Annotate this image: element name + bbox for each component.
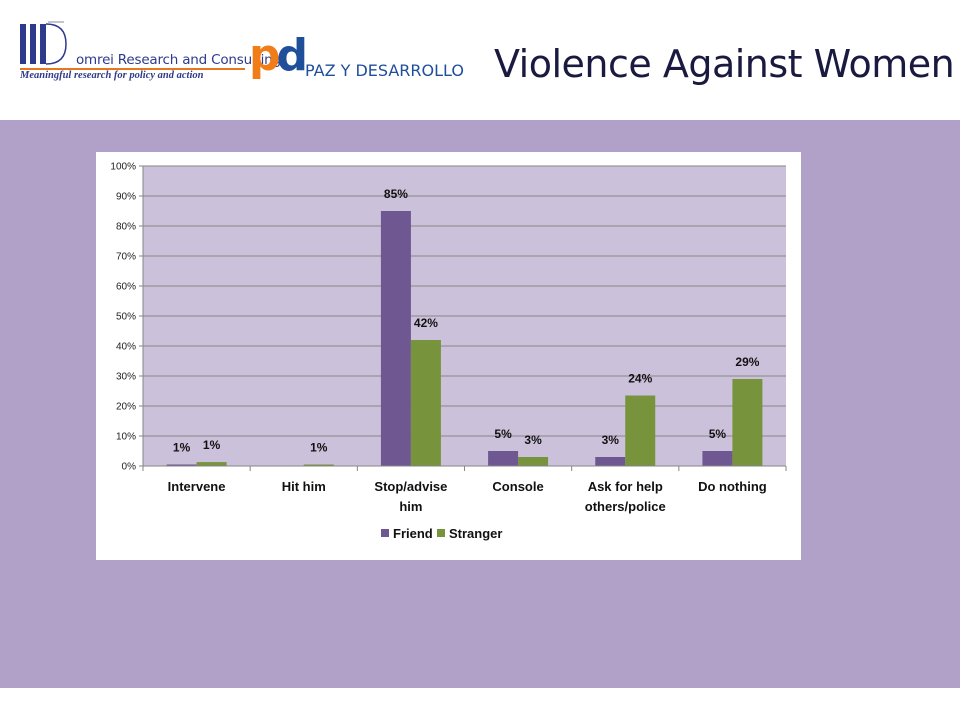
pd-name: PAZ Y DESARROLLO xyxy=(305,61,464,80)
bar-stranger xyxy=(303,464,334,466)
x-category-label: Hit him xyxy=(282,479,326,494)
y-tick-label: 30% xyxy=(116,372,136,383)
legend-swatch-stranger xyxy=(437,529,445,537)
pd-mark-icon: pd xyxy=(249,30,308,81)
data-label-friend: 1% xyxy=(173,441,191,455)
data-label-stranger: 42% xyxy=(414,316,438,330)
data-label-stranger: 1% xyxy=(310,441,328,455)
data-label-friend: 85% xyxy=(384,187,408,201)
y-tick-label: 100% xyxy=(110,162,136,173)
bar-stranger xyxy=(410,340,441,466)
x-category-label: Ask for help xyxy=(588,479,663,494)
y-tick-label: 50% xyxy=(116,312,136,323)
domrei-rule xyxy=(20,68,245,70)
bar-friend xyxy=(166,464,197,466)
bar-friend xyxy=(488,451,519,466)
data-label-stranger: 29% xyxy=(735,355,759,369)
x-category-label: Stop/advise xyxy=(374,479,447,494)
data-label-stranger: 1% xyxy=(203,438,221,452)
x-category-label: Do nothing xyxy=(698,479,767,494)
y-tick-label: 10% xyxy=(116,432,136,443)
bar-stranger xyxy=(196,462,227,466)
slide-title: Violence Against Women xyxy=(494,42,955,86)
bar-stranger xyxy=(625,395,656,466)
bar-friend xyxy=(702,451,733,466)
x-category-label: Console xyxy=(492,479,543,494)
domrei-logo: omrei Research and Consulting Meaningful… xyxy=(18,18,281,88)
bar-friend xyxy=(380,211,411,466)
legend-label-stranger: Stranger xyxy=(449,526,502,541)
bar-friend xyxy=(595,457,626,466)
data-label-friend: 5% xyxy=(709,427,727,441)
data-label-friend: 3% xyxy=(602,433,620,447)
y-tick-label: 40% xyxy=(116,342,136,353)
bar-chart: 0% 10% 20% 30% 40% 50% 60% 70% 80% 90% 100% 1% 85% 5%… xyxy=(110,162,787,541)
legend-label-friend: Friend xyxy=(393,526,433,541)
data-label-stranger: 3% xyxy=(524,433,542,447)
bar-stranger xyxy=(732,379,763,466)
data-label-stranger: 24% xyxy=(628,372,652,386)
paz-y-desarrollo-logo: pd PAZ Y DESARROLLO xyxy=(249,30,464,84)
y-tick-label: 0% xyxy=(122,462,137,473)
legend-swatch-friend xyxy=(381,529,389,537)
x-category-label: him xyxy=(399,499,422,514)
bar-stranger xyxy=(518,457,549,466)
y-tick-label: 70% xyxy=(116,252,136,263)
x-category-label: others/police xyxy=(585,499,666,514)
domrei-name: omrei Research and Consulting xyxy=(76,52,281,68)
domrei-mark-icon xyxy=(20,21,67,65)
y-tick-label: 90% xyxy=(116,192,136,203)
y-tick-label: 20% xyxy=(116,402,136,413)
data-label-friend: 5% xyxy=(494,427,512,441)
slide-header: omrei Research and Consulting Meaningful… xyxy=(0,0,960,120)
domrei-tagline: Meaningful research for policy and actio… xyxy=(20,70,204,81)
chart-container: 0% 10% 20% 30% 40% 50% 60% 70% 80% 90% 100% 1% 85% 5%… xyxy=(96,152,801,560)
y-tick-label: 60% xyxy=(116,282,136,293)
y-tick-label: 80% xyxy=(116,222,136,233)
x-category-label: Intervene xyxy=(168,479,226,494)
